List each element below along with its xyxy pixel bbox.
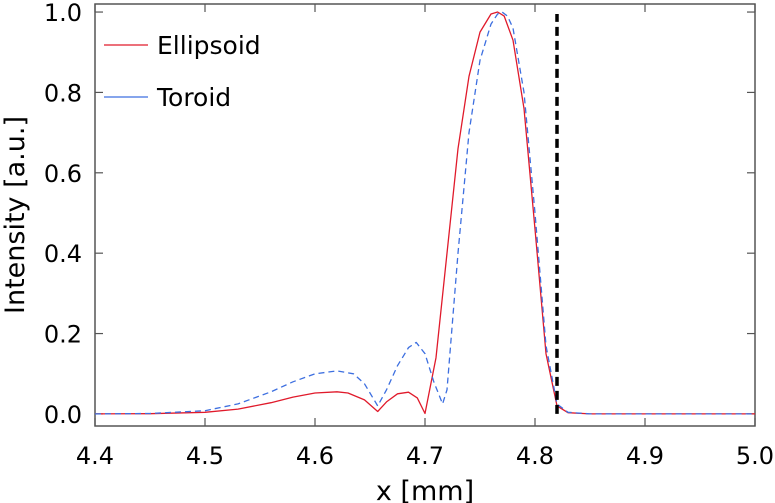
y-tick-label: 1.0 [44,0,82,27]
axis-ticks: 4.4 4.5 4.6 4.7 4.8 4.9 5.0 0.0 0.2 0.4 0.6 0.8 1.0 [44,0,774,470]
x-tick-label: 5.0 [736,442,774,470]
y-tick-label: 0.2 [44,321,82,349]
legend-label-toroid: Toroid [156,83,231,112]
x-axis-title: x [mm] [376,476,474,503]
y-tick-label: 0.8 [44,79,82,107]
y-tick-label: 0.0 [44,401,82,429]
legend-label-ellipsoid: Ellipsoid [157,31,261,60]
x-tick-label: 4.4 [76,442,114,470]
x-tick-label: 4.5 [186,442,224,470]
x-tick-label: 4.8 [516,442,554,470]
x-tick-label: 4.9 [626,442,664,470]
series-line-toroid [94,11,755,415]
legend: Ellipsoid Toroid [104,31,261,112]
y-tick-label: 0.4 [44,240,82,268]
plot-frame [94,3,756,427]
y-axis-title: Intensity [a.u.] [0,116,31,314]
x-tick-label: 4.6 [296,442,334,470]
x-tick-label: 4.7 [406,442,444,470]
y-tick-label: 0.6 [44,160,82,188]
data-series [94,11,755,415]
series-line-ellipsoid [94,11,755,415]
